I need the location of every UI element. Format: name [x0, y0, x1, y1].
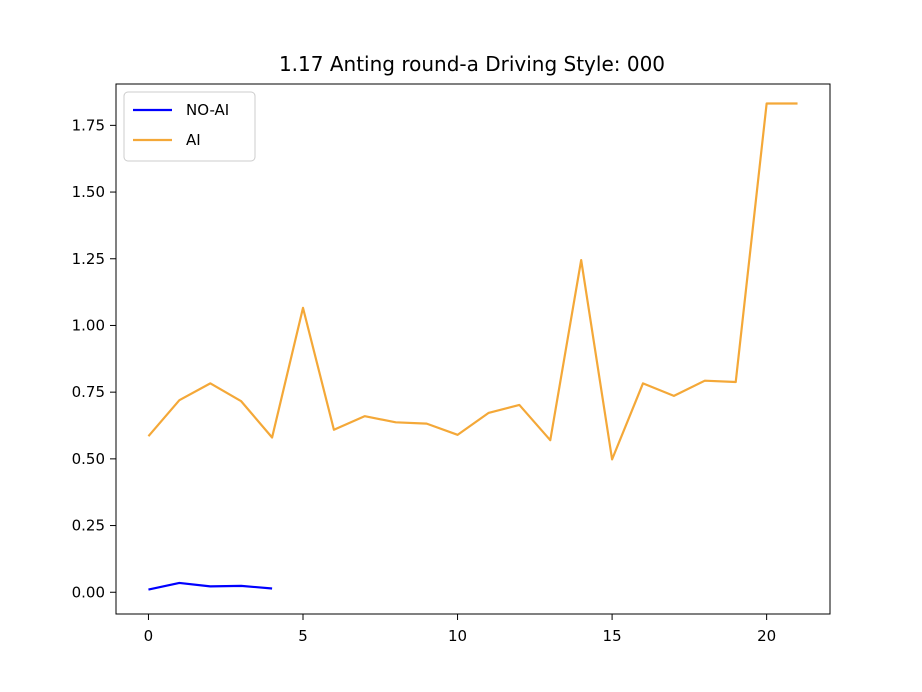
y-tick-label: 1.75: [72, 116, 105, 134]
chart-title: 1.17 Anting round-a Driving Style: 000: [279, 52, 665, 76]
legend-label: AI: [186, 131, 201, 149]
x-tick-label: 5: [298, 627, 308, 645]
legend-label: NO-AI: [186, 101, 229, 119]
y-tick-label: 1.00: [72, 316, 105, 334]
series-line-ai: [147, 102, 798, 461]
y-tick-label: 0.50: [72, 450, 105, 468]
series-layer: [147, 102, 798, 591]
y-tick-label: 1.50: [72, 183, 105, 201]
axes-layer: 0 5 10 15 20 0.00 0.25 0.50 0.75 1.00 1.25 1.50 1.75: [72, 83, 831, 645]
y-tick-label: 1.25: [72, 250, 105, 268]
x-tick-label: 15: [603, 627, 622, 645]
y-tick-label: 0.00: [72, 583, 105, 601]
plot-frame: [115, 83, 831, 615]
x-tick-label: 10: [448, 627, 467, 645]
y-tick-label: 0.25: [72, 517, 105, 535]
y-tick-label: 0.75: [72, 383, 105, 401]
series-line-no-ai: [148, 581, 273, 591]
x-tick-label: 20: [757, 627, 776, 645]
legend: NO-AI AI: [123, 91, 256, 162]
x-tick-label: 0: [144, 627, 154, 645]
